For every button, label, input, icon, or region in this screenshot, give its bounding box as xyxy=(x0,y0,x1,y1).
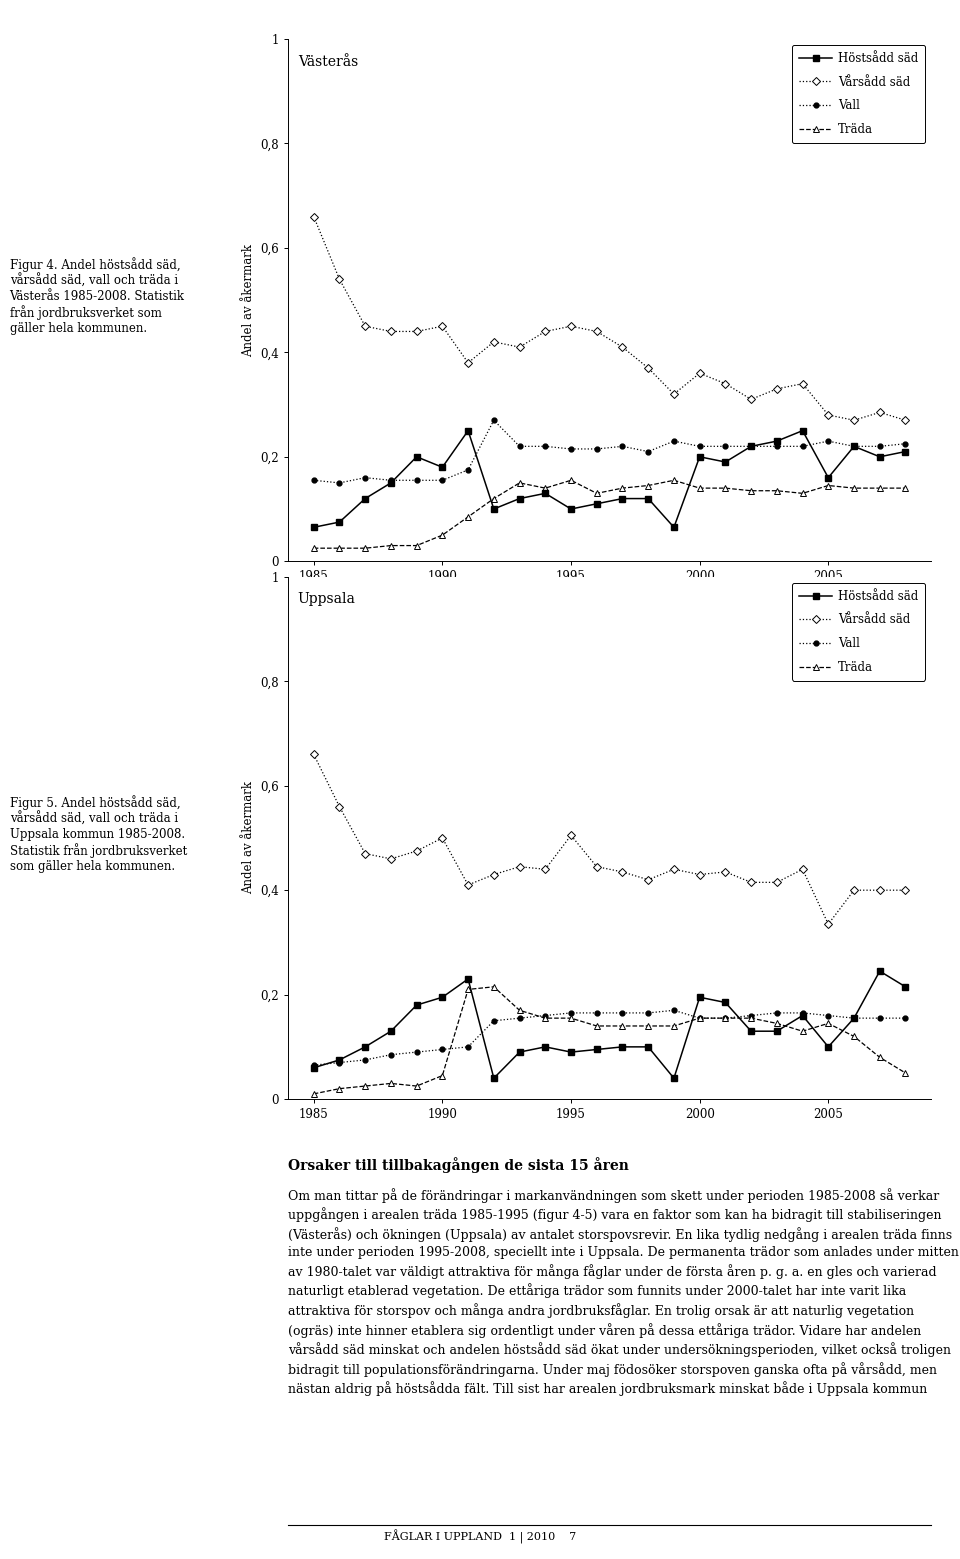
Text: Figur 5. Andel höstsådd säd,
vårsådd säd, vall och träda i
Uppsala kommun 1985-2: Figur 5. Andel höstsådd säd, vårsådd säd… xyxy=(10,795,187,873)
Text: Västerås: Västerås xyxy=(298,55,358,69)
Text: Om man tittar på de förändringar i markanvändningen som skett under perioden 198: Om man tittar på de förändringar i marka… xyxy=(288,1188,959,1397)
Y-axis label: Andel av åkermark: Andel av åkermark xyxy=(242,243,254,357)
Legend: Höstsådd säd, Vårsådd säd, Vall, Träda: Höstsådd säd, Vårsådd säd, Vall, Träda xyxy=(792,45,925,143)
Text: FÅGLAR I UPPLAND  1 | 2010    7: FÅGLAR I UPPLAND 1 | 2010 7 xyxy=(384,1529,576,1543)
Y-axis label: Andel av åkermark: Andel av åkermark xyxy=(242,781,254,895)
Text: Orsaker till tillbakagången de sista 15 åren: Orsaker till tillbakagången de sista 15 … xyxy=(288,1157,629,1172)
Text: Uppsala: Uppsala xyxy=(298,592,355,606)
Text: Figur 4. Andel höstsådd säd,
vårsådd säd, vall och träda i
Västerås 1985-2008. S: Figur 4. Andel höstsådd säd, vårsådd säd… xyxy=(10,257,184,335)
Legend: Höstsådd säd, Vårsådd säd, Vall, Träda: Höstsådd säd, Vårsådd säd, Vall, Träda xyxy=(792,583,925,681)
